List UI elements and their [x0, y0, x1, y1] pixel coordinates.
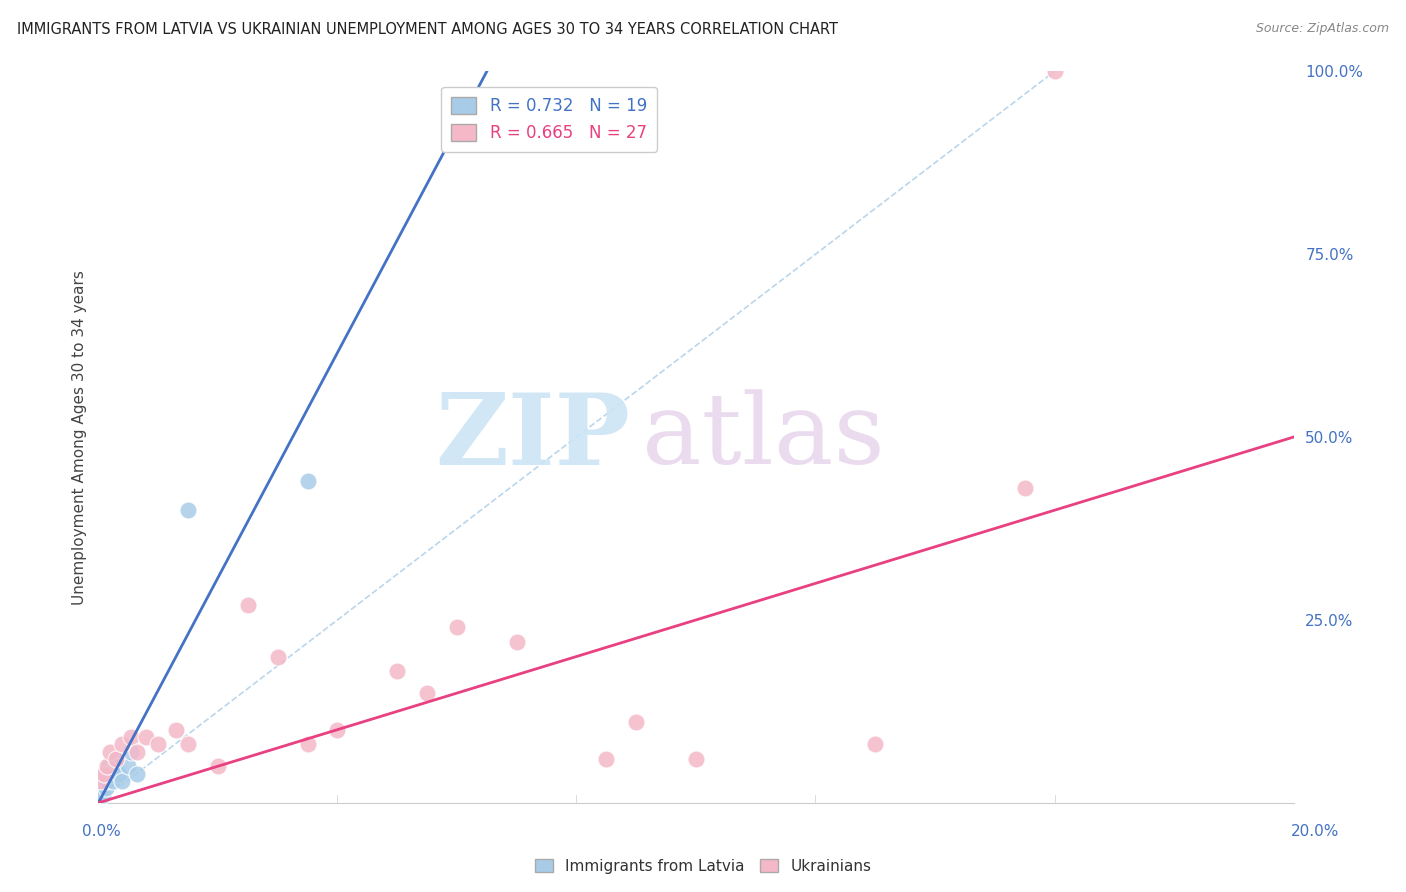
Point [1043, 64, 1066, 78]
Point [120, 730, 142, 744]
Legend: Immigrants from Latvia, Ukrainians: Immigrants from Latvia, Ukrainians [529, 853, 877, 880]
Point [105, 752, 128, 766]
Point [506, 635, 529, 649]
Point [93, 766, 115, 780]
Text: 0.0%: 0.0% [82, 824, 121, 838]
Text: IMMIGRANTS FROM LATVIA VS UKRAINIAN UNEMPLOYMENT AMONG AGES 30 TO 34 YEARS CORRE: IMMIGRANTS FROM LATVIA VS UKRAINIAN UNEM… [17, 22, 838, 37]
Point [267, 649, 290, 664]
Point [117, 759, 139, 773]
Point [98, 766, 122, 780]
Point [103, 773, 125, 788]
Point [297, 474, 319, 488]
Point [96, 759, 118, 773]
Point [165, 723, 187, 737]
Point [120, 745, 142, 759]
Text: Source: ZipAtlas.com: Source: ZipAtlas.com [1256, 22, 1389, 36]
Point [108, 766, 131, 780]
Point [326, 723, 349, 737]
Text: atlas: atlas [643, 389, 884, 485]
Point [96, 766, 118, 780]
Point [626, 715, 648, 730]
Point [207, 759, 229, 773]
Point [105, 759, 128, 773]
Point [127, 745, 149, 759]
Point [177, 503, 200, 517]
Point [91, 781, 114, 796]
Point [135, 730, 157, 744]
Point [104, 752, 127, 766]
Point [685, 752, 707, 766]
Legend: R = 0.732   N = 19, R = 0.665   N = 27: R = 0.732 N = 19, R = 0.665 N = 27 [441, 87, 657, 152]
Point [236, 599, 259, 613]
Point [177, 737, 200, 751]
Point [416, 686, 439, 700]
Point [93, 773, 115, 788]
Point [111, 737, 134, 751]
Point [297, 737, 319, 751]
Point [90, 773, 112, 788]
Point [98, 745, 122, 759]
Point [90, 789, 112, 803]
Point [1014, 481, 1036, 495]
Point [446, 620, 468, 634]
Point [127, 766, 149, 780]
Point [865, 737, 887, 751]
Text: ZIP: ZIP [436, 389, 630, 485]
Point [148, 737, 170, 751]
Text: 20.0%: 20.0% [1291, 824, 1339, 838]
Point [94, 781, 117, 796]
Point [96, 773, 118, 788]
Y-axis label: Unemployment Among Ages 30 to 34 years: Unemployment Among Ages 30 to 34 years [72, 269, 87, 605]
Point [98, 759, 121, 773]
Point [385, 664, 409, 678]
Point [595, 752, 617, 766]
Point [91, 789, 114, 803]
Point [111, 773, 134, 788]
